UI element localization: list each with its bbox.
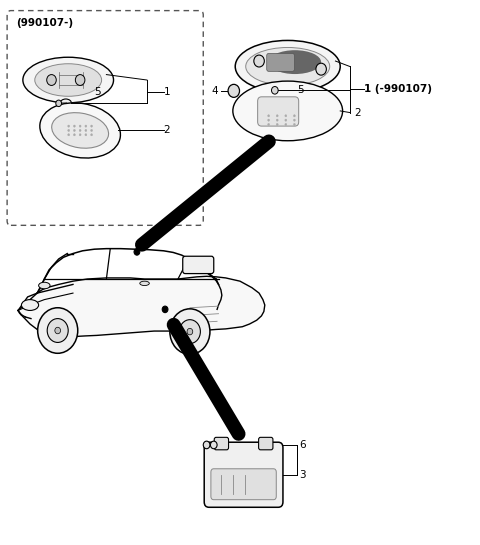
Ellipse shape	[269, 50, 321, 74]
Ellipse shape	[23, 57, 114, 103]
Text: 4: 4	[212, 86, 218, 96]
Circle shape	[203, 441, 210, 449]
Circle shape	[56, 100, 61, 107]
Polygon shape	[18, 276, 265, 336]
Circle shape	[276, 114, 278, 117]
Circle shape	[75, 75, 85, 86]
Circle shape	[268, 123, 270, 125]
Text: 6: 6	[300, 440, 306, 450]
Ellipse shape	[35, 64, 102, 96]
Circle shape	[85, 134, 87, 136]
Circle shape	[85, 125, 87, 127]
Circle shape	[272, 87, 278, 94]
Circle shape	[210, 441, 217, 449]
FancyBboxPatch shape	[211, 469, 276, 500]
Ellipse shape	[52, 113, 108, 148]
Ellipse shape	[60, 99, 72, 108]
Circle shape	[170, 309, 210, 354]
Circle shape	[68, 125, 70, 127]
Ellipse shape	[233, 81, 343, 141]
Circle shape	[293, 123, 295, 125]
Circle shape	[79, 134, 81, 136]
Ellipse shape	[246, 47, 330, 86]
FancyBboxPatch shape	[259, 437, 273, 450]
Text: 1: 1	[164, 87, 170, 97]
FancyBboxPatch shape	[204, 442, 283, 507]
Circle shape	[187, 328, 193, 335]
Circle shape	[85, 129, 87, 131]
Circle shape	[285, 114, 287, 117]
Circle shape	[285, 119, 287, 121]
Circle shape	[68, 134, 70, 136]
Circle shape	[293, 114, 295, 117]
FancyBboxPatch shape	[267, 53, 294, 71]
Circle shape	[254, 55, 264, 67]
Ellipse shape	[140, 281, 149, 286]
Text: 5: 5	[95, 87, 101, 97]
Circle shape	[68, 129, 70, 131]
Text: 3: 3	[300, 470, 306, 480]
Circle shape	[180, 320, 200, 343]
Circle shape	[73, 134, 75, 136]
Ellipse shape	[262, 86, 276, 95]
Circle shape	[55, 327, 60, 334]
Ellipse shape	[22, 300, 38, 311]
Circle shape	[79, 125, 81, 127]
Text: 1 (-990107): 1 (-990107)	[364, 84, 432, 94]
Text: 2: 2	[164, 125, 170, 136]
Circle shape	[91, 134, 93, 136]
Text: 2: 2	[355, 107, 361, 118]
Circle shape	[73, 125, 75, 127]
Circle shape	[228, 84, 240, 98]
Circle shape	[37, 308, 78, 353]
Circle shape	[73, 129, 75, 131]
Circle shape	[285, 123, 287, 125]
Circle shape	[91, 129, 93, 131]
Ellipse shape	[40, 103, 120, 158]
Circle shape	[268, 114, 270, 117]
Ellipse shape	[38, 282, 50, 289]
FancyBboxPatch shape	[258, 97, 299, 126]
Circle shape	[47, 75, 56, 86]
FancyBboxPatch shape	[183, 256, 214, 274]
Circle shape	[268, 119, 270, 121]
Circle shape	[316, 63, 326, 75]
Text: 5: 5	[297, 86, 304, 95]
Circle shape	[134, 249, 140, 255]
Circle shape	[91, 125, 93, 127]
Circle shape	[47, 319, 68, 342]
Circle shape	[293, 119, 295, 121]
Text: (990107-): (990107-)	[16, 17, 73, 28]
Ellipse shape	[235, 40, 340, 93]
Circle shape	[79, 129, 81, 131]
Circle shape	[276, 119, 278, 121]
Circle shape	[276, 123, 278, 125]
Circle shape	[162, 306, 168, 313]
FancyBboxPatch shape	[214, 437, 228, 450]
